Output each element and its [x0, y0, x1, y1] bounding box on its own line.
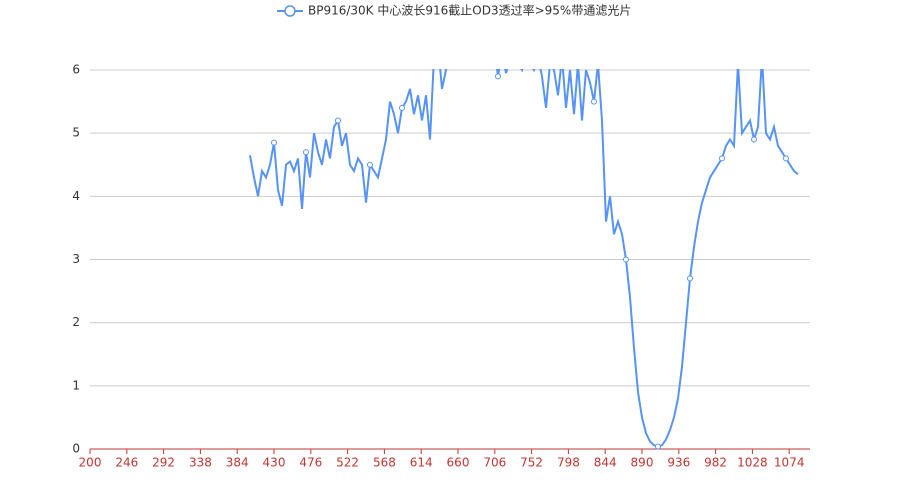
point-marker	[655, 443, 661, 450]
point-marker	[751, 136, 757, 143]
y-tick-label: 4	[72, 189, 80, 203]
x-tick-label: 706	[483, 456, 506, 470]
x-tick-label: 798	[557, 456, 580, 470]
series-line	[249, 69, 799, 448]
x-tick-label: 384	[226, 456, 249, 470]
point-marker	[495, 73, 501, 80]
y-tick-label: 0	[72, 442, 80, 456]
point-marker	[271, 139, 277, 146]
point-marker	[528, 61, 533, 66]
y-tick-label: 2	[72, 315, 80, 329]
x-tick-label: 844	[594, 456, 617, 470]
y-tick-label: 1	[72, 378, 80, 392]
legend[interactable]: BP916/30K 中心波长916截止OD3透过率>95%带通滤光片	[277, 3, 631, 18]
x-tick-label: 292	[152, 456, 175, 470]
x-tick-label: 1074	[774, 456, 805, 470]
point-marker	[623, 256, 629, 263]
point-marker	[399, 104, 405, 111]
y-tick-label: 3	[72, 252, 80, 266]
legend-label: BP916/30K 中心波长916截止OD3透过率>95%带通滤光片	[308, 3, 631, 18]
x-tick-label: 660	[447, 456, 470, 470]
x-tick-label: 752	[520, 456, 543, 470]
point-marker	[719, 155, 725, 162]
x-tick-label: 522	[336, 456, 359, 470]
point-marker	[432, 55, 437, 60]
x-tick-label: 614	[410, 456, 433, 470]
x-tick-label: 568	[373, 456, 396, 470]
x-tick-label: 936	[667, 456, 690, 470]
x-tick-label: 430	[263, 456, 286, 470]
x-tick-label: 338	[189, 456, 212, 470]
point-marker	[591, 98, 597, 105]
x-tick-label: 246	[115, 456, 138, 470]
y-tick-label: 6	[72, 63, 80, 77]
x-tick-label: 1028	[737, 456, 768, 470]
x-tick-label: 200	[79, 456, 102, 470]
point-marker	[783, 155, 789, 162]
legend-symbol	[284, 5, 296, 17]
point-marker	[687, 275, 693, 282]
plot-area	[249, 55, 799, 450]
point-marker	[335, 117, 341, 124]
x-tick-label: 982	[704, 456, 727, 470]
point-marker	[303, 149, 309, 156]
y-tick-label: 5	[72, 126, 80, 140]
x-tick-label: 890	[631, 456, 654, 470]
point-marker	[560, 55, 565, 60]
point-marker	[367, 161, 373, 168]
x-tick-label: 476	[299, 456, 322, 470]
